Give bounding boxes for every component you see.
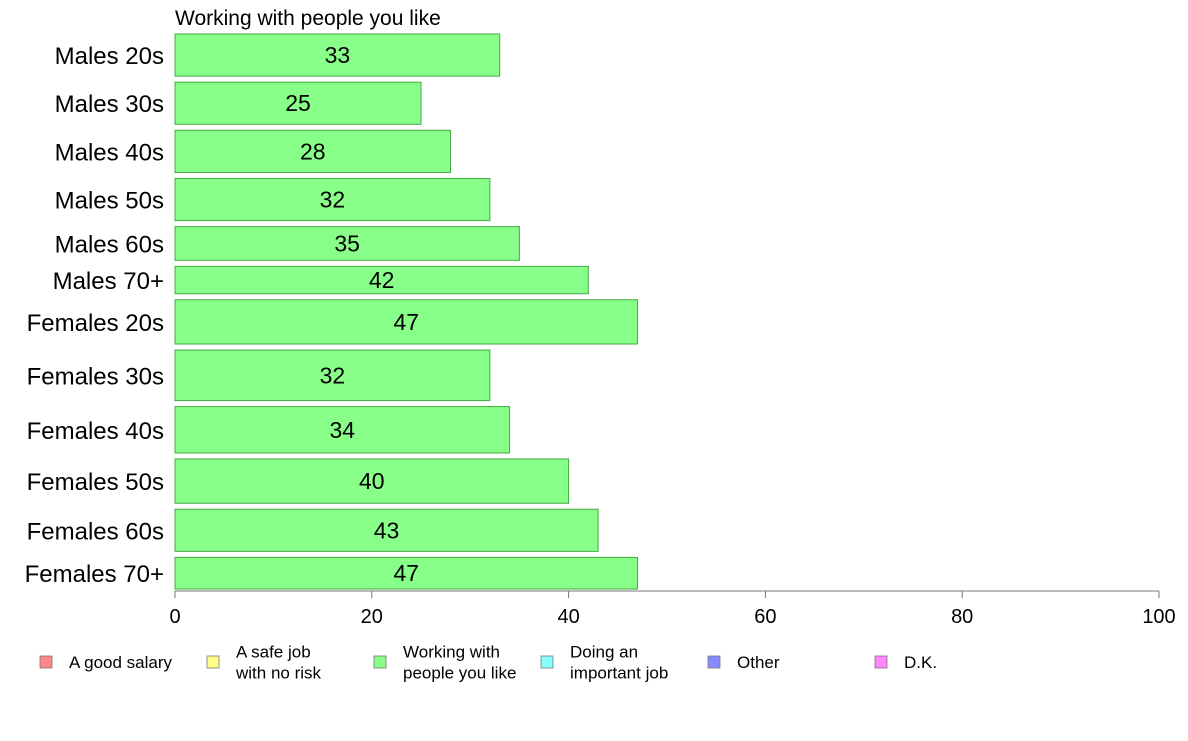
category-label: Males 30s: [55, 91, 164, 118]
bar: [174, 177, 491, 222]
legend-swatch: [540, 655, 554, 669]
bar-value-label: 28: [300, 138, 326, 164]
legend-label: A safe job: [236, 643, 311, 662]
bar-value-label: 25: [285, 90, 311, 116]
legend-item: Working with people you like: [373, 643, 516, 683]
bar: [174, 406, 511, 454]
legend-swatch: [874, 655, 888, 669]
bar-value-label: 32: [320, 362, 346, 388]
bar: [174, 226, 520, 261]
bar-value-label: 47: [393, 309, 419, 335]
x-tick-label: 40: [557, 606, 579, 628]
bar-value-label: 42: [369, 267, 395, 293]
category-label: Females 30s: [27, 363, 164, 390]
bar-value-label: 35: [334, 230, 360, 256]
bars-layer: 33 Males 20s 25 Males 30s 28 Males 40s 32 Males…: [25, 33, 638, 590]
category-label: Males 50s: [55, 188, 164, 215]
legend-item: A good salary: [39, 653, 173, 672]
legend-label: Doing an: [570, 643, 638, 662]
legend-swatch: [373, 655, 387, 669]
category-label: Females 50s: [27, 469, 164, 496]
legend-item: Doing an important job: [540, 643, 668, 683]
legend-label: people you like: [403, 664, 516, 683]
category-label: Males 40s: [55, 139, 164, 166]
bar-value-label: 33: [325, 42, 351, 68]
legend-item: A safe job with no risk: [206, 643, 322, 683]
category-label: Males 20s: [55, 43, 164, 70]
legend-item: D.K.: [874, 653, 937, 672]
chart-title: Working with people you like: [175, 7, 441, 30]
bar: [174, 299, 638, 345]
category-label: Males 60s: [55, 231, 164, 258]
x-tick-label: 0: [169, 606, 180, 628]
legend-swatch: [206, 655, 220, 669]
bar: [174, 265, 589, 295]
bar: [174, 508, 599, 552]
legend-label: Working with: [403, 643, 500, 662]
bar: [174, 458, 570, 504]
legend-label: important job: [570, 664, 668, 683]
bar: [174, 81, 422, 125]
bar-value-label: 32: [320, 187, 346, 213]
bar: [174, 129, 452, 173]
category-label: Females 70+: [25, 561, 164, 588]
legend-label: Other: [737, 653, 780, 672]
category-label: Males 70+: [53, 268, 164, 295]
legend-label: with no risk: [235, 664, 322, 683]
bar-value-label: 40: [359, 468, 385, 494]
x-tick-label: 60: [754, 606, 776, 628]
bar-value-label: 47: [393, 560, 419, 586]
bar: [174, 349, 491, 402]
category-label: Females 60s: [27, 518, 164, 545]
legend-swatch: [707, 655, 721, 669]
category-label: Females 20s: [27, 310, 164, 337]
legend-label: D.K.: [904, 653, 937, 672]
bar: [174, 556, 638, 590]
bar: [174, 33, 501, 77]
legend: A good salary A safe job with no risk Worki…: [39, 643, 937, 683]
legend-swatch: [39, 655, 53, 669]
x-tick-label: 80: [951, 606, 973, 628]
bar-value-label: 34: [329, 417, 355, 443]
legend-label: A good salary: [69, 653, 173, 672]
x-tick-label: 100: [1142, 606, 1175, 628]
bar-value-label: 43: [374, 517, 400, 543]
x-axis: 0 20 40 60 80 100: [169, 590, 1176, 628]
x-tick-label: 20: [361, 606, 383, 628]
category-label: Females 40s: [27, 418, 164, 445]
legend-item: Other: [707, 653, 780, 672]
